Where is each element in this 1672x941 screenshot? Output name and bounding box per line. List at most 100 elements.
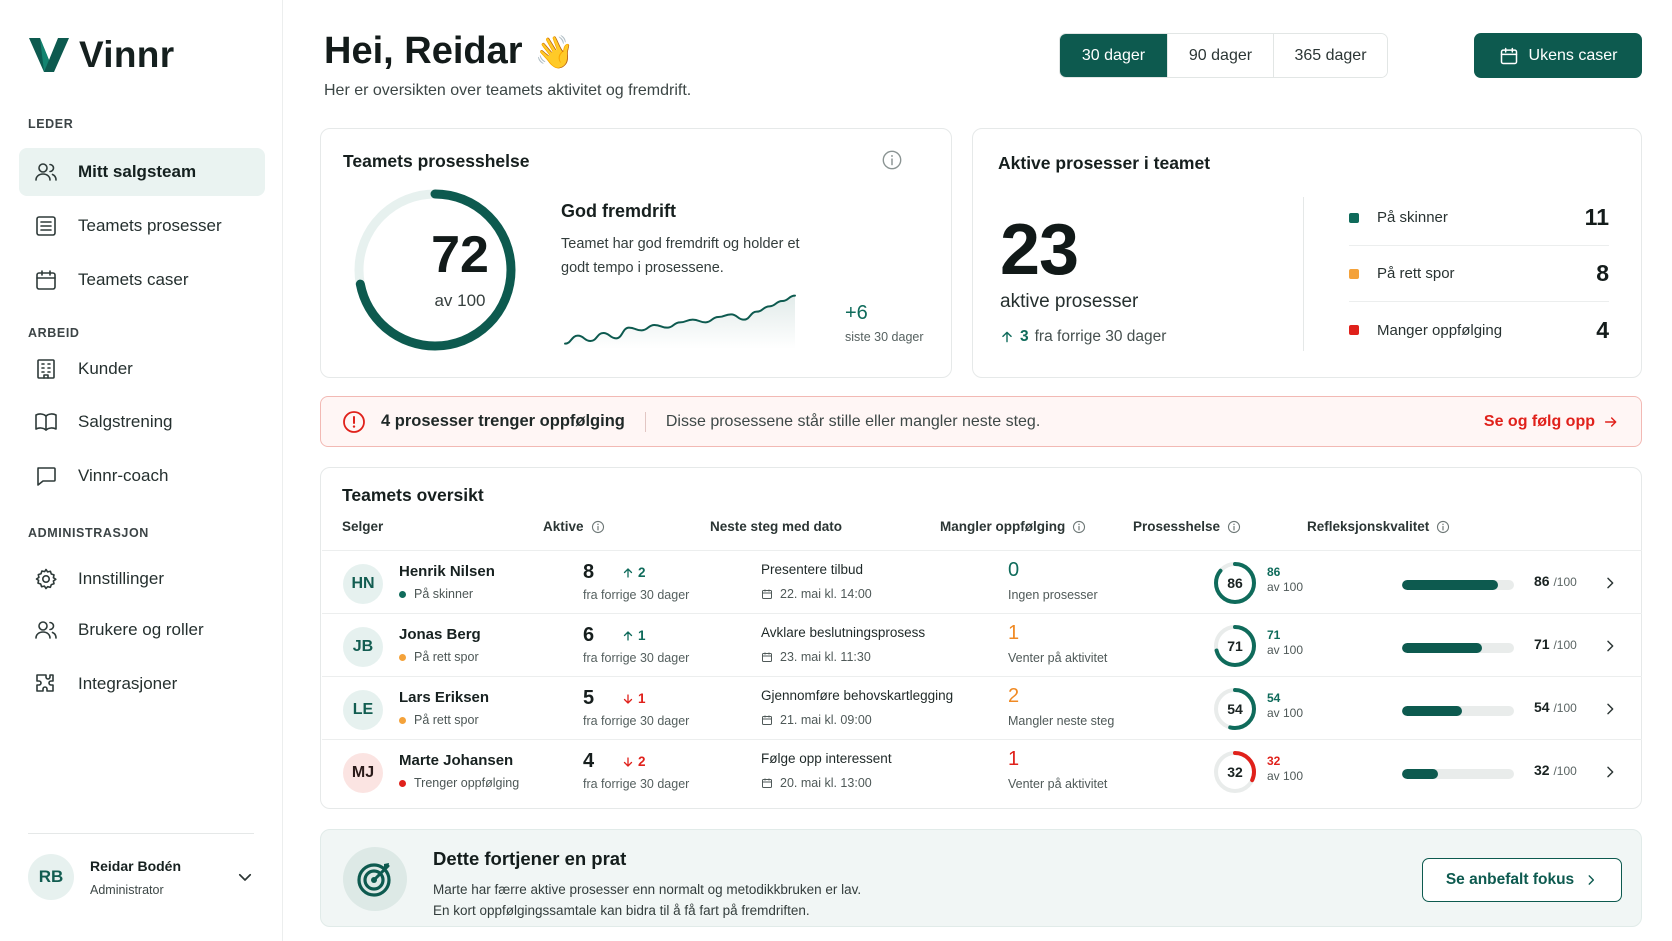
reflection-of: /100	[1553, 638, 1577, 652]
seller-name[interactable]: Jonas Berg	[399, 626, 481, 643]
avatar: RB	[28, 854, 74, 900]
period-90-days[interactable]: 90 dager	[1168, 34, 1274, 77]
missing-count: 0	[1008, 559, 1020, 581]
info-icon[interactable]	[1227, 520, 1241, 534]
health-status-title: God fremdrift	[561, 201, 676, 221]
health-ring	[1214, 751, 1256, 793]
wave-icon: 👋	[534, 33, 575, 70]
seller-name[interactable]: Lars Eriksen	[399, 689, 490, 706]
active-delta-value: 2	[638, 565, 646, 580]
column-header-label: Selger	[342, 519, 384, 534]
health-ring	[1214, 625, 1256, 667]
user-menu[interactable]: RB Reidar Bodén Administrator	[28, 833, 254, 923]
reflection-bar	[1402, 580, 1514, 590]
health-score-of: av 100	[1267, 706, 1304, 720]
chevron-right-icon[interactable]	[1602, 575, 1618, 591]
table-row[interactable]: JB Jonas Berg På rett spor 6 1 fra forrige 30…	[322, 613, 1642, 676]
health-ring	[1214, 688, 1256, 730]
status-dot	[399, 779, 406, 787]
table-row[interactable]: MJ Marte Johansen Trenger oppfølging 4 2 fra …	[322, 739, 1642, 802]
chevron-right-icon[interactable]	[1602, 764, 1618, 780]
active-delta: 1	[622, 628, 646, 643]
nav-teamets-prosesser[interactable]: Teamets prosesser	[19, 202, 265, 250]
health-ring-value: 32	[1227, 764, 1243, 780]
chat-icon	[33, 463, 59, 489]
active-delta-label: fra forrige 30 dager	[1034, 328, 1167, 345]
info-icon[interactable]	[591, 520, 605, 534]
next-step-date-text: 21. mai kl. 09:00	[780, 713, 872, 727]
reflection-score: 54 /100	[1534, 699, 1577, 715]
avatar: MJ	[343, 753, 383, 793]
period-30-days[interactable]: 30 dager	[1060, 34, 1168, 77]
nav-vinnr-coach[interactable]: Vinnr-coach	[19, 452, 265, 500]
nav-innstillinger[interactable]: Innstillinger	[19, 555, 265, 603]
table-row[interactable]: HN Henrik Nilsen På skinner 8 2 fra forrige 3…	[322, 550, 1642, 613]
period-365-days[interactable]: 365 dager	[1274, 34, 1387, 77]
nav-salgstrening[interactable]: Salgstrening	[19, 398, 265, 446]
seller-status-label: På rett spor	[414, 650, 479, 664]
calendar-icon	[762, 715, 772, 725]
reflection-of: /100	[1553, 764, 1577, 778]
avatar: JB	[343, 627, 383, 667]
chevron-right-icon[interactable]	[1602, 701, 1618, 717]
nav-mitt-salgsteam[interactable]: Mitt salgsteam	[19, 148, 265, 196]
seller-name[interactable]: Henrik Nilsen	[399, 563, 495, 580]
logo[interactable]: Vinnr	[29, 34, 174, 76]
nav-teamets-caser[interactable]: Teamets caser	[19, 256, 265, 304]
status-label: På rett spor	[1377, 265, 1455, 282]
health-score: 54	[1267, 691, 1281, 705]
weekly-cases-button[interactable]: Ukens caser	[1474, 33, 1642, 78]
seller-name[interactable]: Marte Johansen	[399, 752, 514, 769]
info-icon[interactable]	[1072, 520, 1086, 534]
seller-status-label: På skinner	[414, 587, 474, 601]
nav-label: Integrasjoner	[78, 674, 178, 693]
section-label-leder: LEDER	[28, 117, 74, 131]
missing-label: Mangler neste steg	[1008, 714, 1115, 728]
reflection-bar-fill	[1402, 769, 1438, 779]
health-score-of: av 100	[1267, 769, 1304, 783]
reflection-bar-fill	[1402, 643, 1482, 653]
target-icon	[343, 847, 407, 911]
status-dot	[1349, 325, 1359, 335]
next-step: Avklare beslutningsprosess	[761, 625, 926, 640]
nav-integrasjoner[interactable]: Integrasjoner	[19, 660, 265, 708]
next-step: Følge opp interessent	[761, 751, 892, 766]
table-row[interactable]: LE Lars Eriksen På rett spor 5 1 fra forrige …	[322, 676, 1642, 739]
next-step-date: 22. mai kl. 14:00	[761, 587, 872, 601]
info-icon[interactable]	[881, 149, 903, 171]
chevron-right-icon[interactable]	[1602, 638, 1618, 654]
health-score: 32	[1267, 754, 1281, 768]
health-ring	[1214, 562, 1256, 604]
app-name: Vinnr	[79, 34, 175, 75]
nav-kunder[interactable]: Kunder	[19, 345, 265, 393]
recommended-focus-button[interactable]: Se anbefalt fokus	[1422, 858, 1622, 902]
nav-label: Teamets caser	[78, 270, 189, 289]
focus-line-1: Marte har færre aktive prosesser enn nor…	[433, 882, 862, 897]
info-icon[interactable]	[1436, 520, 1450, 534]
health-score: 71	[1267, 628, 1281, 642]
seller-status-label: Trenger oppfølging	[414, 776, 520, 790]
column-header-label: Mangler oppfølging	[940, 519, 1066, 534]
chevron-down-icon[interactable]	[236, 868, 254, 886]
next-step: Gjennomføre behovskartlegging	[761, 688, 954, 703]
card-title: Aktive prosesser i teamet	[998, 153, 1211, 173]
calendar-icon	[762, 652, 772, 662]
section-label-arbeid: ARBEID	[28, 326, 80, 340]
next-step-date: 23. mai kl. 11:30	[761, 650, 871, 664]
calendar-icon	[1500, 47, 1517, 64]
nav-brukere-og-roller[interactable]: Brukere og roller	[19, 606, 265, 654]
next-step: Presentere tilbud	[761, 562, 864, 577]
active-delta-value: 3	[1020, 328, 1029, 345]
column-header-missing: Mangler oppfølging	[940, 519, 1086, 534]
calendar-icon	[33, 267, 59, 293]
health-score-ring	[354, 189, 516, 351]
status-row-right-track: På rett spor 8	[1349, 246, 1609, 302]
missing-count: 2	[1008, 685, 1020, 707]
status-row-needs-follow-up: Manger oppfølging 4	[1349, 302, 1609, 358]
nav-label: Mitt salgsteam	[78, 162, 197, 181]
team-overview-card: Teamets oversikt Selger Aktive Neste ste…	[320, 467, 1642, 809]
follow-up-link[interactable]: Se og følg opp	[1484, 413, 1619, 431]
health-score-of: av 100	[1267, 643, 1304, 657]
missing-count: 1	[1008, 748, 1020, 770]
page-subtitle: Her er oversikten over teamets aktivitet…	[324, 82, 692, 99]
